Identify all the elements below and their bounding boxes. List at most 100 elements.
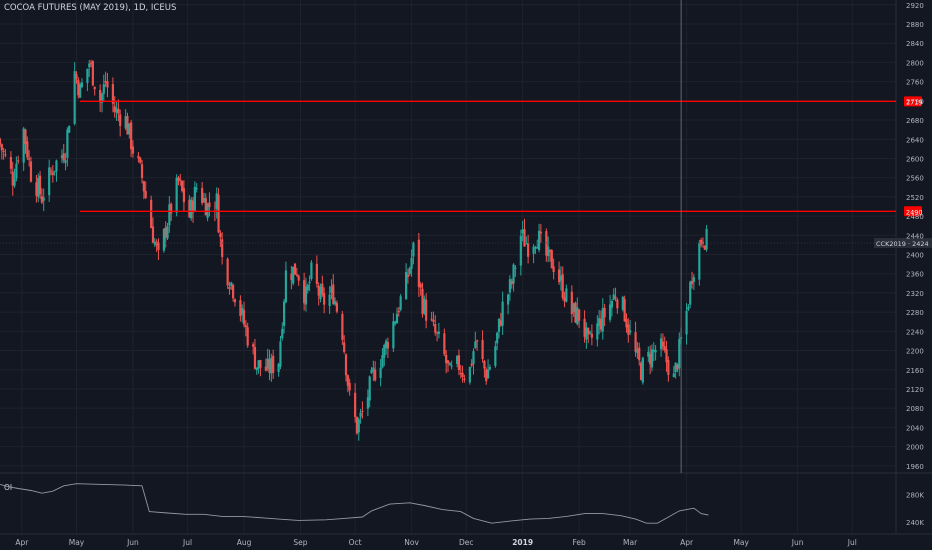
candle-up <box>55 160 58 172</box>
candle-down <box>557 269 561 283</box>
oi-pane-label: OI <box>4 483 12 492</box>
candle-up <box>230 282 233 287</box>
candle-down <box>406 274 410 277</box>
candle-down <box>587 327 590 335</box>
candle-up <box>437 331 440 334</box>
candle-down <box>346 375 349 386</box>
candle-up <box>124 116 127 129</box>
candle-up <box>304 286 308 305</box>
candle-down <box>386 342 390 349</box>
candle-down <box>552 266 555 273</box>
candle-down <box>151 226 155 244</box>
candle-down <box>590 333 593 338</box>
candle-up <box>405 271 408 300</box>
candle-down <box>321 283 324 295</box>
price-axis-tick: 2760 <box>906 79 924 87</box>
candle-down <box>188 199 191 218</box>
candle-down <box>476 340 479 342</box>
candle-up <box>547 246 550 257</box>
candle-down <box>17 160 20 162</box>
candle-up <box>175 177 178 213</box>
candle-down <box>157 242 160 251</box>
candle-down <box>457 355 461 371</box>
candle-up <box>576 307 579 325</box>
price-axis-tick: 2600 <box>906 155 924 163</box>
candle-up <box>384 340 388 349</box>
candle-up <box>13 178 16 186</box>
candle-down <box>344 354 348 376</box>
candle-down <box>578 309 581 321</box>
candle-up <box>153 241 156 245</box>
candle-up <box>652 349 655 352</box>
candle-up <box>255 367 258 371</box>
oi-axis-tick: 280K <box>906 492 924 500</box>
candle-down <box>246 327 249 346</box>
time-axis-tick: Nov <box>404 538 419 547</box>
candle-down <box>430 319 433 321</box>
candle-down <box>623 299 626 322</box>
candle-down <box>144 190 147 198</box>
candle-up <box>514 267 517 269</box>
price-axis-tick: 2080 <box>906 405 924 413</box>
candle-down <box>150 199 153 228</box>
candle-up <box>195 188 198 190</box>
candle-down <box>244 325 247 328</box>
candle-down <box>177 177 180 182</box>
candle-up <box>357 419 360 433</box>
candle-down <box>434 323 437 333</box>
candle-up <box>202 198 206 202</box>
time-axis-tick: Oct <box>349 538 362 547</box>
chart-title: COCOA FUTURES (MAY 2019), 1D, ICEUS <box>4 3 177 13</box>
price-axis-tick: 2160 <box>906 367 924 375</box>
level-price-label: 2490 <box>906 208 923 216</box>
candle-down <box>323 293 326 305</box>
price-axis-tick: 2920 <box>906 2 924 10</box>
candle-up <box>48 167 51 196</box>
time-axis-tick: Feb <box>572 538 586 547</box>
candle-up <box>474 341 477 348</box>
candle-down <box>126 116 129 135</box>
time-axis-tick: May <box>733 538 749 547</box>
price-axis-tick: 2440 <box>906 232 924 240</box>
candle-up <box>166 226 169 239</box>
candle-down <box>170 203 173 214</box>
candle-up <box>598 318 601 327</box>
candle-up <box>559 275 563 281</box>
candle-up <box>601 308 604 332</box>
candle-down <box>9 156 13 169</box>
candle-up <box>610 301 614 308</box>
candle-up <box>37 177 40 197</box>
candle-down <box>374 369 377 381</box>
time-axis-tick: Dec <box>459 538 474 547</box>
candle-down <box>93 86 96 90</box>
candle-down <box>164 227 167 238</box>
candle-down <box>510 280 513 285</box>
candle-up <box>450 365 453 367</box>
price-axis-tick: 2720 <box>906 98 924 106</box>
current-price-label: CCK2019 · 2424 <box>876 240 929 248</box>
candle-down <box>676 364 679 370</box>
candle-up <box>654 349 657 353</box>
candle-down <box>421 288 424 314</box>
candle-down <box>264 366 267 371</box>
oi-line <box>0 483 709 524</box>
candle-down <box>40 196 43 203</box>
candle-up <box>685 310 688 335</box>
candle-down <box>2 150 5 152</box>
price-axis-tick: 2480 <box>906 213 924 221</box>
candle-up <box>698 242 701 280</box>
candle-up <box>692 277 695 282</box>
candle-down <box>242 309 246 325</box>
level-price-tag <box>904 206 922 217</box>
candle-up <box>647 351 650 357</box>
candle-up <box>641 357 644 383</box>
price-axis-tick: 2360 <box>906 271 924 279</box>
candle-down <box>117 108 120 114</box>
candle-down <box>259 360 262 368</box>
candle-down <box>303 280 306 304</box>
candle-up <box>284 270 288 303</box>
candle-down <box>51 172 54 175</box>
candle-up <box>525 243 528 245</box>
candle-down <box>131 146 135 154</box>
